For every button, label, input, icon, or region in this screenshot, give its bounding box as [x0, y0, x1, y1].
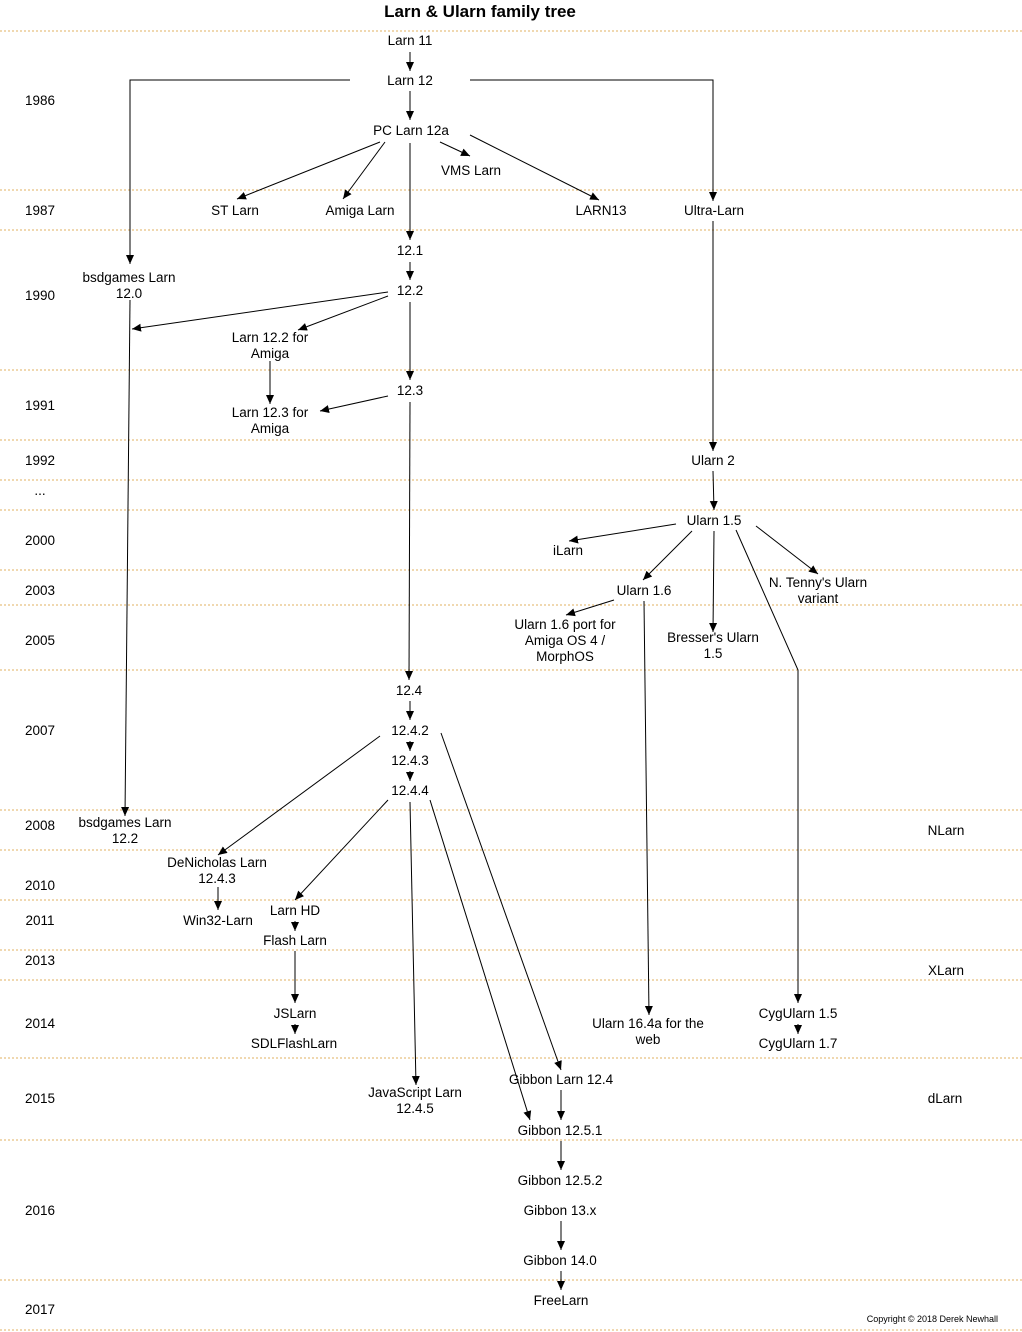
edge-larn12-to-bsd120	[126, 79, 350, 264]
node-jslarn: JSLarn	[273, 1006, 317, 1021]
node-larn-12-4: 12.4	[395, 683, 423, 698]
node-cygularn-1-5: CygUlarn 1.5	[758, 1006, 838, 1021]
node-gibbon-larn-12-4: Gibbon Larn 12.4	[508, 1072, 614, 1087]
year-label: 1992	[24, 453, 56, 468]
node-freelarn: FreeLarn	[533, 1293, 589, 1308]
year-label: 1991	[24, 398, 56, 413]
edge-ularn15-to-cyg15	[735, 529, 802, 1003]
edge-pclarn-to-amiga	[342, 141, 386, 200]
edge-larn12-to-ultra	[470, 79, 717, 201]
edge-ularn16-to-ularnweb	[643, 600, 653, 1016]
node-sdlflashlarn: SDLFlashLarn	[250, 1036, 338, 1051]
node-larn-12-2-amiga: Larn 12.2 for Amiga	[231, 330, 309, 361]
node-gibbon-14-0: Gibbon 14.0	[523, 1253, 597, 1268]
edge-pclarn-to-st	[236, 141, 381, 200]
year-label: 2005	[24, 633, 56, 648]
node-vms-larn: VMS Larn	[440, 163, 502, 178]
node-larn-hd: Larn HD	[269, 903, 321, 918]
year-label: 2010	[24, 878, 56, 893]
edge-pclarn-to-vms	[439, 141, 471, 157]
year-label: 2003	[24, 583, 56, 598]
edge-v122-to-amiga122	[297, 295, 389, 331]
node-larn-12-3: 12.3	[396, 383, 424, 398]
node-win32-larn: Win32-Larn	[183, 913, 253, 928]
node-ularn-16-4a-web: Ularn 16.4a for the web	[592, 1016, 704, 1047]
node-ularn-2: Ularn 2	[691, 453, 735, 468]
year-label: 2015	[24, 1091, 56, 1106]
node-ilarn: iLarn	[552, 543, 584, 558]
node-ularn-1-6-amiga-os4: Ularn 1.6 port for Amiga OS 4 / MorphOS	[514, 617, 616, 664]
node-bsdgames-larn-12-2: bsdgames Larn 12.2	[78, 815, 172, 846]
node-n-tenny-ularn-variant: N. Tenny's Ularn variant	[768, 575, 868, 606]
year-label: 1990	[24, 288, 56, 303]
node-bsdgames-larn-12-0: bsdgames Larn 12.0	[82, 270, 176, 301]
edge-v122-to-bsd120	[131, 291, 389, 332]
year-label: 2008	[24, 818, 56, 833]
node-xlarn: XLarn	[927, 963, 965, 978]
node-ularn-1-5: Ularn 1.5	[686, 513, 742, 528]
node-gibbon-12-5-2: Gibbon 12.5.2	[517, 1173, 603, 1188]
node-amiga-larn: Amiga Larn	[325, 203, 395, 218]
node-nlarn: NLarn	[927, 823, 965, 838]
edge-v1244-to-larnhd	[294, 799, 389, 901]
node-cygularn-1-7: CygUlarn 1.7	[758, 1036, 838, 1051]
diagram-title: Larn & Ularn family tree	[384, 2, 576, 21]
node-gibbon-12-5-1: Gibbon 12.5.1	[517, 1123, 603, 1138]
edge-v1244-to-gibbon1251	[429, 799, 532, 1121]
edge-ularn15-to-tenny	[755, 525, 819, 575]
edge-ularn15-to-bresser	[709, 530, 718, 633]
year-label: 2013	[24, 953, 56, 968]
node-ularn-1-6: Ularn 1.6	[616, 583, 672, 598]
node-javascript-larn-12-4-5: JavaScript Larn 12.4.5	[368, 1085, 462, 1116]
node-flash-larn: Flash Larn	[263, 933, 327, 948]
node-st-larn: ST Larn	[211, 203, 259, 218]
node-larn-12: Larn 12	[387, 73, 433, 88]
node-larn-12-2: 12.2	[396, 283, 424, 298]
edge-ularn2-to-ularn15	[709, 470, 718, 511]
edge-bsd120-to-bsd122	[121, 299, 131, 817]
node-pc-larn-12a: PC Larn 12a	[373, 123, 449, 138]
node-larn-12-1: 12.1	[396, 243, 424, 258]
edge-v1242-to-gibbon124	[440, 732, 562, 1071]
year-label: 2011	[25, 913, 55, 928]
node-larn-12-3-amiga: Larn 12.3 for Amiga	[231, 405, 309, 436]
node-larn-11: Larn 11	[387, 33, 433, 48]
edge-ularn15-to-ularn16	[642, 530, 693, 581]
node-bressers-ularn-1-5: Bresser's Ularn 1.5	[667, 630, 759, 661]
year-label: 2007	[24, 723, 56, 738]
node-ultra-larn: Ultra-Larn	[683, 203, 745, 218]
node-dlarn: dLarn	[927, 1091, 963, 1106]
year-label: 2014	[24, 1016, 56, 1031]
node-larn-12-4-2: 12.4.2	[391, 723, 429, 738]
year-label: 1987	[24, 203, 56, 218]
edge-v1242-to-denicholas	[217, 735, 381, 856]
edge-pclarn-to-larn13	[469, 134, 600, 201]
year-label: ...	[34, 483, 46, 498]
node-denicholas-larn: DeNicholas Larn 12.4.3	[167, 855, 267, 886]
edge-v123-to-v124	[405, 401, 414, 681]
edge-v1244-to-jslarn1245	[409, 801, 420, 1086]
edge-v123-to-amiga123	[319, 395, 389, 413]
node-gibbon-13-x: Gibbon 13.x	[523, 1203, 597, 1218]
edge-ularn15-to-ilarn	[568, 523, 677, 544]
year-label: 2016	[24, 1203, 56, 1218]
year-label: 2000	[24, 533, 56, 548]
year-label: 2017	[24, 1302, 56, 1317]
node-larn-12-4-4: 12.4.4	[391, 783, 429, 798]
copyright-notice: Copyright © 2018 Derek Newhall	[866, 1314, 998, 1324]
year-label: 1986	[24, 93, 56, 108]
node-larn-12-4-3: 12.4.3	[391, 753, 429, 768]
edge-ularn16-to-amigaos4	[565, 599, 615, 617]
node-larn13: LARN13	[575, 203, 627, 218]
